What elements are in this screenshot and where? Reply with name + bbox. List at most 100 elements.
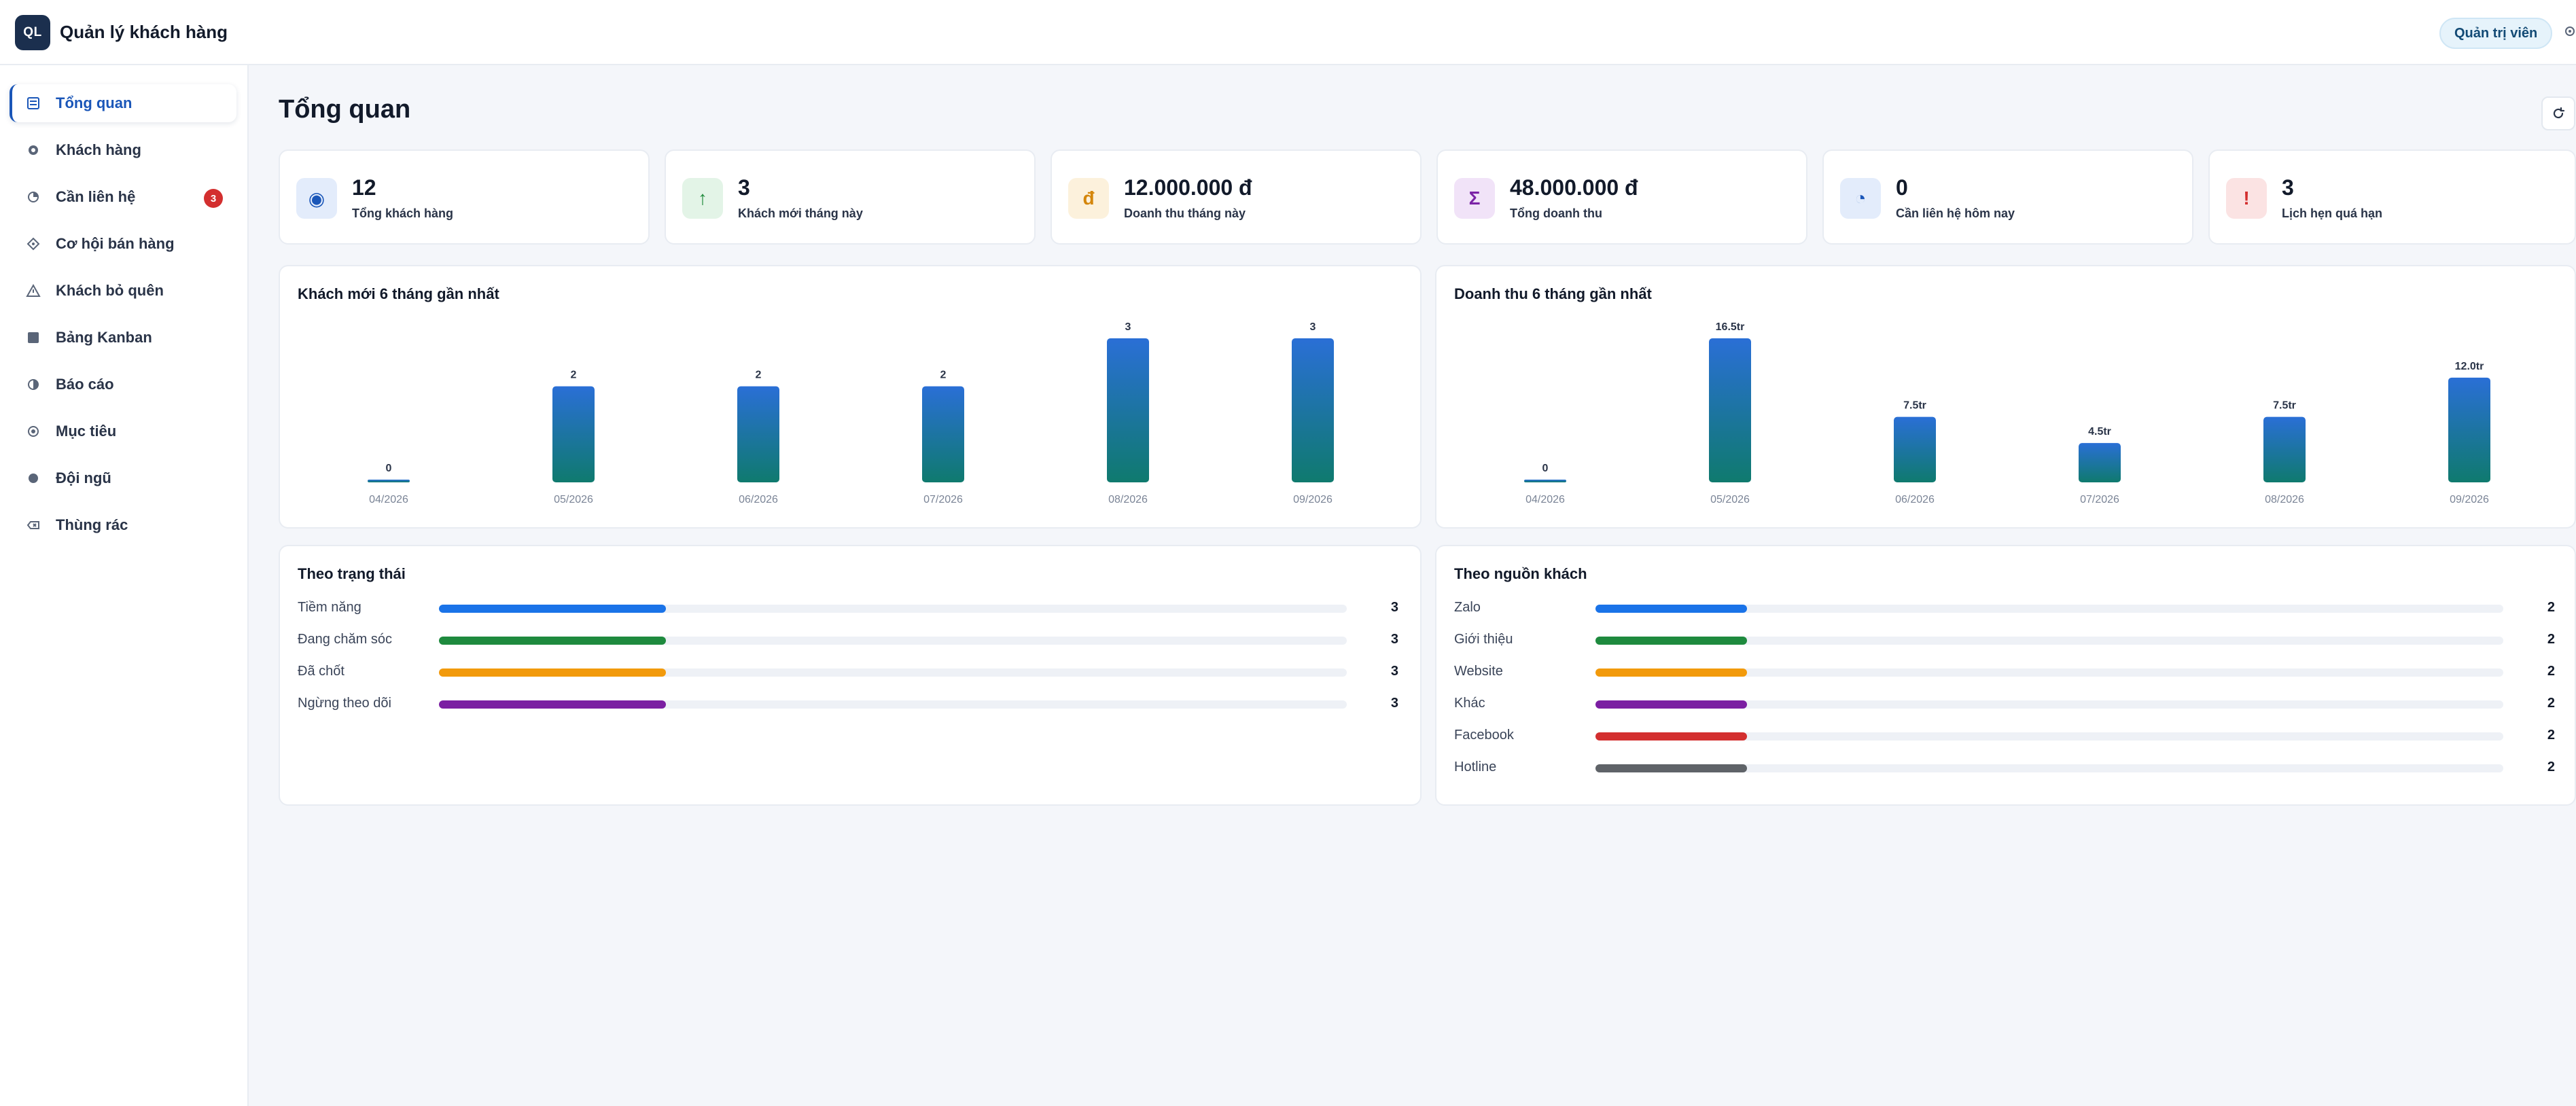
bar-value-label: 16.5tr <box>1716 321 1745 333</box>
breakdown-row: Giới thiệu 2 <box>1454 630 2555 650</box>
breakdown-row: Zalo 2 <box>1454 598 2555 618</box>
sidebar-item-label: Bảng Kanban <box>56 329 152 346</box>
stat-card: ◔ 0 Cần liên hệ hôm nay <box>1822 149 2193 245</box>
progress-track <box>1595 732 2503 741</box>
progress-track <box>1595 637 2503 645</box>
customers-icon: ◉ <box>296 178 337 219</box>
alert-icon: ! <box>2226 178 2267 219</box>
breakdown-row: Đã chốt 3 <box>298 662 1398 682</box>
row-label: Khác <box>1454 696 1485 711</box>
breakdown-row: Ngừng theo dõi 3 <box>298 694 1398 714</box>
x-tick-label: 08/2026 <box>2265 494 2304 505</box>
settings-icon[interactable] <box>2563 24 2576 38</box>
currency-icon: đ <box>1068 178 1109 219</box>
progress-track <box>1595 764 2503 772</box>
sidebar-item-9[interactable]: Thùng rác <box>10 506 236 544</box>
sidebar-item-5[interactable]: Bảng Kanban <box>10 319 236 357</box>
sidebar-item-label: Khách bỏ quên <box>56 282 164 299</box>
panel-title: Theo trạng thái <box>298 565 406 582</box>
sidebar-item-label: Cơ hội bán hàng <box>56 235 175 252</box>
bar-value-label: 2 <box>940 370 947 381</box>
progress-track <box>1595 605 2503 613</box>
app-title: Quản lý khách hàng <box>60 22 228 42</box>
row-count: 2 <box>2547 632 2555 647</box>
breakdown-row: Website 2 <box>1454 662 2555 682</box>
x-tick-label: 06/2026 <box>1895 494 1935 505</box>
sidebar-item-1[interactable]: Khách hàng <box>10 131 236 169</box>
chart-bar <box>1709 338 1751 482</box>
x-tick-label: 09/2026 <box>1293 494 1333 505</box>
revenue-chart: 0 04/2026 16.5tr 05/2026 7.5tr 06/2026 4.5tr 07… <box>1524 321 2490 505</box>
progress-track <box>1595 668 2503 677</box>
chart-bar <box>737 386 779 482</box>
progress-track <box>439 605 1347 613</box>
revenue-chart-panel: Doanh thu 6 tháng gần nhất 0 04/2026 16.5t… <box>1435 265 2576 529</box>
x-tick-label: 04/2026 <box>369 494 408 505</box>
row-count: 3 <box>1390 696 1398 711</box>
progress-fill <box>1595 700 1747 709</box>
progress-fill <box>1595 764 1747 772</box>
x-tick-label: 05/2026 <box>554 494 593 505</box>
row-count: 2 <box>2547 664 2555 679</box>
sidebar-item-8[interactable]: Đội ngũ <box>10 459 236 497</box>
stat-card: Σ 48.000.000 đ Tổng doanh thu <box>1436 149 1807 245</box>
stat-label: Lịch hẹn quá hạn <box>2282 207 2383 220</box>
notification-badge: 3 <box>204 189 223 208</box>
sidebar-item-label: Tổng quan <box>56 94 133 111</box>
user-role-badge[interactable]: Quản trị viên <box>2439 18 2553 49</box>
row-label: Tiềm năng <box>298 600 361 615</box>
stat-card: ↑ 3 Khách mới tháng này <box>665 149 1036 245</box>
bar-value-label: 7.5tr <box>1903 400 1926 412</box>
sidebar-item-4[interactable]: Khách bỏ quên <box>10 272 236 310</box>
report-icon <box>26 377 41 392</box>
sidebar-item-0[interactable]: Tổng quan <box>10 84 236 122</box>
x-tick-label: 04/2026 <box>1525 494 1565 505</box>
bar-value-label: 4.5tr <box>2088 426 2111 438</box>
app-logo[interactable]: QL <box>15 15 50 50</box>
refresh-button[interactable] <box>2541 96 2575 130</box>
x-tick-label: 09/2026 <box>2450 494 2489 505</box>
sidebar-item-3[interactable]: Cơ hội bán hàng <box>10 225 236 263</box>
sidebar-item-label: Thùng rác <box>56 516 128 533</box>
chart-title: Khách mới 6 tháng gần nhất <box>298 285 499 302</box>
trash-icon <box>26 518 41 533</box>
progress-fill <box>439 637 666 645</box>
sidebar-item-7[interactable]: Mục tiêu <box>10 412 236 450</box>
team-icon <box>26 471 41 486</box>
stat-label: Khách mới tháng này <box>738 207 863 220</box>
stat-value: 0 <box>1896 175 1908 200</box>
stat-card: ! 3 Lịch hẹn quá hạn <box>2208 149 2576 245</box>
stat-value: 12 <box>352 175 376 200</box>
row-count: 2 <box>2547 600 2555 615</box>
progress-track <box>1595 700 2503 709</box>
dashboard-icon <box>26 96 41 111</box>
row-label: Đã chốt <box>298 664 345 679</box>
row-label: Website <box>1454 664 1503 679</box>
users-icon <box>26 143 41 158</box>
breakdown-row: Đang chăm sóc 3 <box>298 630 1398 650</box>
chart-bar <box>1894 416 1936 482</box>
x-tick-label: 07/2026 <box>2080 494 2119 505</box>
stat-card: ◉ 12 Tổng khách hàng <box>279 149 650 245</box>
row-count: 2 <box>2547 728 2555 743</box>
progress-track <box>439 668 1347 677</box>
bar-value-label: 7.5tr <box>2273 400 2296 412</box>
clock-icon: ◔ <box>1840 178 1881 219</box>
stat-card: đ 12.000.000 đ Doanh thu tháng này <box>1051 149 1422 245</box>
target-icon <box>26 424 41 439</box>
progress-fill <box>439 605 666 613</box>
sidebar-item-6[interactable]: Báo cáo <box>10 365 236 404</box>
chart-title: Doanh thu 6 tháng gần nhất <box>1454 285 1652 302</box>
progress-fill <box>1595 732 1747 741</box>
app-header: QL Quản lý khách hàng Quản trị viên <box>0 0 2576 65</box>
row-label: Ngừng theo dõi <box>298 696 391 711</box>
x-tick-label: 06/2026 <box>739 494 778 505</box>
stat-value: 48.000.000 đ <box>1510 175 1638 200</box>
row-count: 3 <box>1390 600 1398 615</box>
page-title: Tổng quan <box>279 95 411 124</box>
breakdown-row: Khác 2 <box>1454 694 2555 714</box>
sidebar-item-2[interactable]: Cần liên hệ 3 <box>10 178 236 216</box>
stat-value: 12.000.000 đ <box>1124 175 1252 200</box>
sum-icon: Σ <box>1454 178 1495 219</box>
sidebar-item-label: Mục tiêu <box>56 423 117 440</box>
